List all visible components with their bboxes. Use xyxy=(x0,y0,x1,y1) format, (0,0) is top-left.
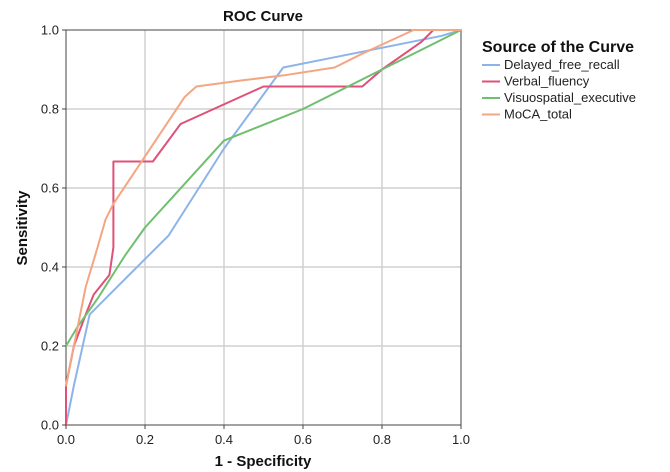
plot-frame xyxy=(65,29,462,426)
legend-label-moca-total: MoCA_total xyxy=(504,107,572,122)
grid-lines xyxy=(66,30,461,425)
x-tick-label: 1.0 xyxy=(452,432,470,447)
series-line-visuospatial-executive xyxy=(65,29,462,347)
y-tick-label: 0.2 xyxy=(41,339,59,354)
x-tick-label: 0.6 xyxy=(294,432,312,447)
series-line-moca-total xyxy=(65,29,462,387)
legend-title: Source of the Curve xyxy=(482,39,634,56)
legend-label-verbal-fluency: Verbal_fluency xyxy=(504,74,590,89)
x-tick-label: 0.2 xyxy=(136,432,154,447)
legend-items: Delayed_free_recall Verbal_fluencyVisuosp… xyxy=(482,57,636,122)
legend-label-delayed-free-recall: Delayed_free_recall xyxy=(504,57,620,72)
y-tick-label: 0.4 xyxy=(41,260,59,275)
y-axis-title: Sensitivity xyxy=(14,190,31,266)
y-tick-label: 1.0 xyxy=(41,23,59,38)
legend: Source of the Curve Delayed_free_recall V… xyxy=(482,39,636,122)
series-line-verbal-fluency xyxy=(65,29,462,426)
y-tick-label: 0.6 xyxy=(41,181,59,196)
x-tick-label: 0.4 xyxy=(215,432,233,447)
chart-title: ROC Curve xyxy=(223,8,303,25)
series-lines xyxy=(65,29,462,426)
y-tick-label: 0.0 xyxy=(41,418,59,433)
x-axis-title: 1 - Specificity xyxy=(215,453,312,470)
x-tick-label: 0.0 xyxy=(57,432,75,447)
x-tick-label: 0.8 xyxy=(373,432,391,447)
y-tick-label: 0.8 xyxy=(41,102,59,117)
legend-label-visuospatial-executive: Visuospatial_executive xyxy=(504,90,636,105)
axis-ticks: 0.0 0.2 0.4 0.6 0.8 1.0 0.0 0.2 0.4 0.6 0.8 1.0 xyxy=(41,23,470,448)
series-line-delayed-free-recall xyxy=(65,29,462,426)
